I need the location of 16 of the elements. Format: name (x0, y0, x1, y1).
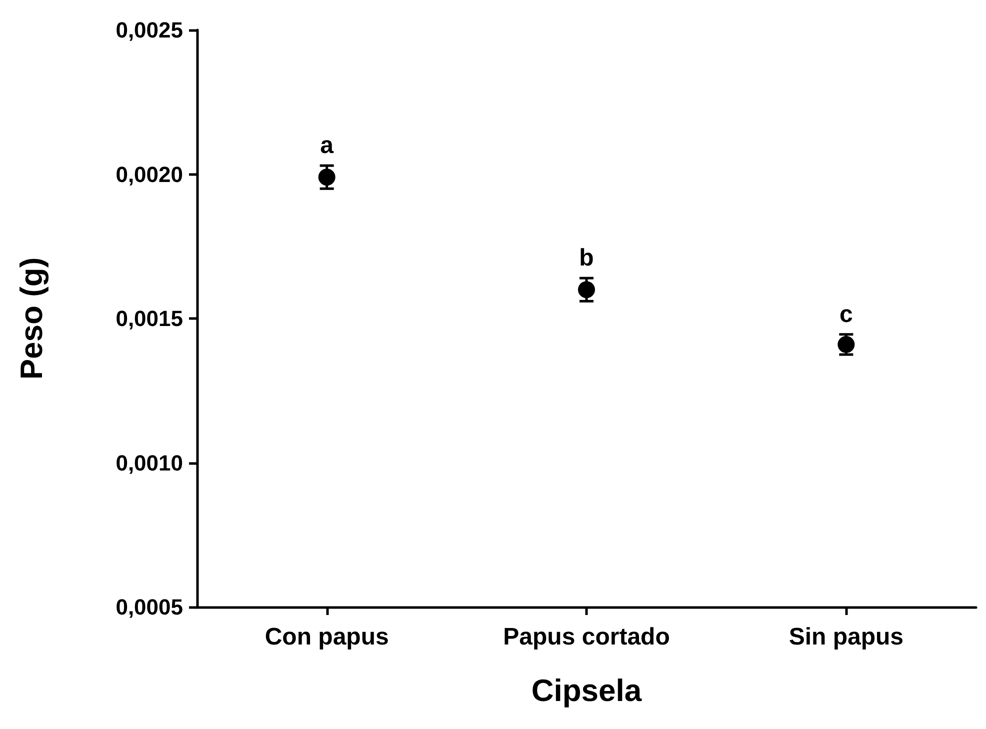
point (838, 336, 855, 353)
annotation: c (839, 300, 853, 328)
y-tick-label: 0,0010 (116, 450, 183, 476)
annotation: b (579, 244, 594, 272)
y-tick-label: 0,0005 (116, 594, 183, 620)
y-tick-label: 0,0015 (116, 306, 183, 331)
y-tick-label: 0,0025 (116, 18, 183, 42)
y-axis-title: Peso (g) (14, 257, 49, 380)
x-tick-label: Sin papus (788, 624, 904, 650)
point (318, 168, 336, 186)
y-tick-label: 0,0020 (116, 162, 183, 187)
x-axis-title: Cipsela (531, 673, 642, 708)
x-tick-label: Con papus (264, 624, 389, 650)
point (578, 281, 595, 298)
x-tick-label: Papus cortado (503, 624, 670, 650)
annotation: a (320, 132, 334, 160)
